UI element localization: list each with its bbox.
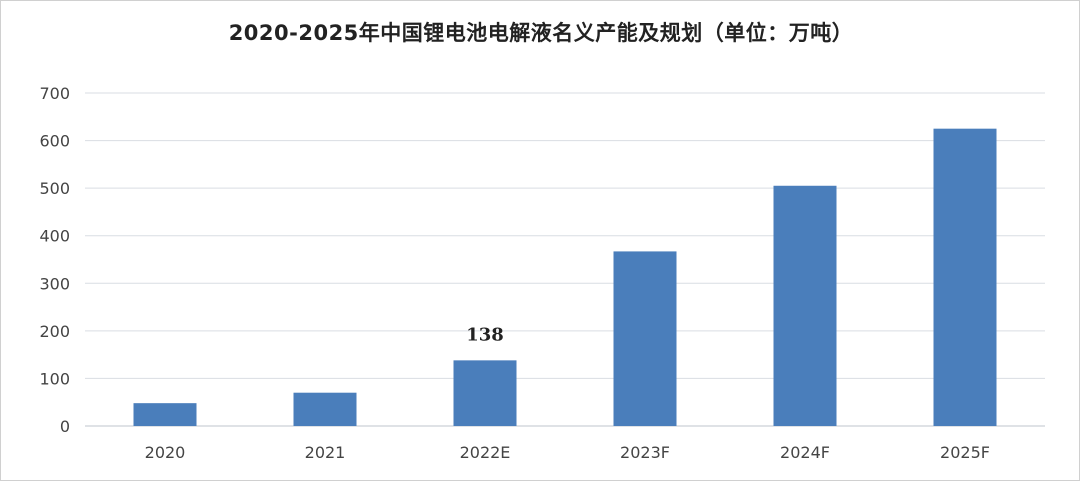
bar-2021 bbox=[293, 392, 357, 426]
y-tick-label: 700 bbox=[39, 84, 70, 103]
data-label-2022E: 138 bbox=[466, 324, 504, 345]
bar-2023F bbox=[613, 251, 677, 426]
y-tick-label: 600 bbox=[39, 132, 70, 151]
x-tick-label: 2021 bbox=[305, 443, 346, 462]
y-tick-label: 100 bbox=[39, 369, 70, 388]
x-tick-label: 2025F bbox=[940, 443, 990, 462]
x-tick-label: 2020 bbox=[145, 443, 186, 462]
x-axis-tick-labels: 2020 2021 2022E 2023F 2024F 2025F bbox=[145, 443, 990, 462]
x-tick-label: 2024F bbox=[780, 443, 830, 462]
bar-2020 bbox=[133, 403, 197, 426]
y-tick-label: 0 bbox=[60, 417, 70, 436]
x-tick-label: 2023F bbox=[620, 443, 670, 462]
x-tick-label: 2022E bbox=[460, 443, 511, 462]
data-labels: 138 bbox=[466, 324, 504, 345]
gridlines bbox=[85, 92, 1045, 427]
y-axis-tick-labels: 0 100 200 300 400 500 600 700 bbox=[39, 84, 70, 436]
bar-2022E bbox=[453, 360, 517, 426]
bar-2025F bbox=[933, 128, 997, 426]
y-tick-label: 300 bbox=[39, 274, 70, 293]
bar-2024F bbox=[773, 185, 837, 426]
y-tick-label: 400 bbox=[39, 227, 70, 246]
chart-title: 2020-2025年中国锂电池电解液名义产能及规划（单位：万吨） bbox=[228, 21, 854, 45]
y-tick-label: 500 bbox=[39, 179, 70, 198]
y-tick-label: 200 bbox=[39, 322, 70, 341]
bars bbox=[133, 128, 997, 426]
